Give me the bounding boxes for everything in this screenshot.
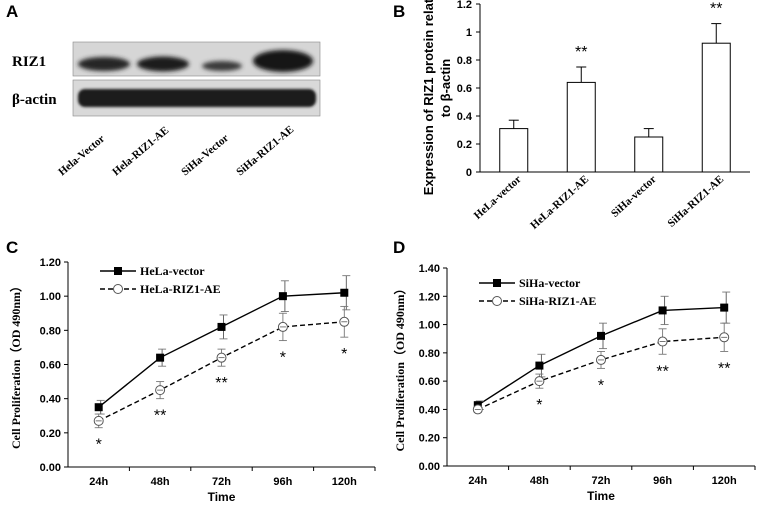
significance-mark: **: [215, 375, 227, 392]
data-point: [658, 306, 667, 315]
y-tick-label: 1.2: [457, 0, 472, 11]
y-axis-title-line: Expression of RIZ1 protein relative: [421, 0, 436, 195]
y-tick-label: 0.20: [40, 428, 61, 440]
legend-marker: [493, 279, 501, 287]
y-axis-title: Expression of RIZ1 protein relative to β-…: [421, 0, 453, 195]
y-tick-label: 0.60: [419, 376, 440, 388]
panel-label-d: D: [393, 238, 406, 257]
y-tick-label: 0: [466, 167, 472, 179]
significance-mark: **: [718, 360, 730, 377]
y-axis-title: Cell Proliferation（OD 490nm）: [8, 280, 23, 449]
y-tick-label: 0.6: [457, 83, 472, 95]
y-tick-label: 0.40: [40, 394, 61, 406]
riz1-band-lane-4: [253, 50, 313, 72]
y-axis-title-line: to β-actin: [438, 59, 453, 118]
legend-label: SiHa-vector: [519, 276, 581, 290]
y-tick-label: 0.00: [40, 462, 61, 474]
x-tick-label: SiHa-RIZ1-AE: [666, 173, 727, 229]
x-tick-label: 72h: [592, 475, 611, 487]
y-axis-title: Cell Proliferation（OD 490nm）: [392, 282, 407, 451]
line-chart-siha: 0.00 0.20 0.40 0.60 0.80 1.00 1.20 1.40 24h 48h 72…: [392, 263, 756, 503]
data-point: [597, 331, 605, 340]
significance-mark: **: [154, 408, 166, 425]
y-tick-label: 0.60: [40, 360, 61, 372]
legend-marker: [113, 284, 123, 294]
actin-band: [78, 89, 316, 107]
y-tick-label: 1.20: [40, 257, 61, 269]
series-line: [98, 321, 345, 422]
legend-label: HeLa-RIZ1-AE: [140, 282, 221, 296]
y-tick-label: 0.20: [419, 433, 440, 445]
riz1-band-lane-3: [202, 61, 242, 71]
y-tick-label: 1: [466, 27, 472, 39]
y-tick-label: 0.80: [40, 325, 61, 337]
line-chart-hela: 0.00 0.20 0.40 0.60 0.80 1.00 1.20 24h 48h 72h 96h…: [8, 257, 376, 504]
x-tick-label: 48h: [530, 475, 549, 487]
western-blot: RIZ1 β-actin Hela-Vector Hela-RIZ1-AE Si…: [12, 41, 321, 179]
y-tick-label: 0.00: [419, 461, 440, 473]
y-tick-label: 1.00: [419, 320, 440, 332]
x-tick-label: SiHa-vector: [609, 173, 659, 220]
blot-label-actin: β-actin: [12, 92, 57, 108]
x-tick-label: 96h: [273, 476, 292, 488]
y-tick-label: 1.00: [40, 291, 61, 303]
significance-mark: *: [536, 397, 542, 414]
bar: [566, 81, 596, 173]
y-tick-label: 0.40: [419, 404, 440, 416]
data-point: [217, 322, 226, 331]
x-tick-label: HeLa-RIZ1-AE: [528, 173, 591, 231]
panel-label-a: A: [6, 2, 19, 21]
significance-mark: **: [575, 44, 587, 61]
y-tick-label: 0.2: [457, 139, 472, 151]
legend-marker: [492, 296, 502, 306]
legend-marker: [114, 267, 122, 275]
x-tick-label: 24h: [468, 475, 487, 487]
series-line: [477, 336, 725, 411]
data-point: [720, 303, 729, 312]
x-axis-title: Time: [587, 489, 615, 503]
bar-chart: 0 0.2 0.4 0.6 0.8 1 1.2 Expression of RIZ1 prot…: [421, 0, 750, 232]
significance-mark: *: [598, 377, 604, 394]
significance-mark: **: [710, 1, 722, 18]
y-tick-label: 0.8: [457, 55, 472, 67]
data-point: [535, 361, 544, 370]
x-axis-title: Time: [208, 490, 236, 504]
bar: [499, 128, 529, 173]
x-tick-label: 96h: [653, 475, 672, 487]
data-point: [340, 288, 349, 297]
lane-label: SiHa-Vector: [179, 132, 231, 178]
lane-label: SiHa-RIZ1-AE: [234, 124, 296, 179]
significance-mark: *: [341, 346, 347, 363]
legend-label: SiHa-RIZ1-AE: [519, 294, 596, 308]
legend-label: HeLa-vector: [140, 264, 205, 278]
significance-mark: *: [96, 437, 102, 454]
y-tick-label: 0.4: [457, 111, 473, 123]
riz1-band-lane-1: [78, 57, 130, 71]
data-point: [94, 403, 103, 412]
blot-label-riz1: RIZ1: [12, 54, 46, 70]
x-tick-label: 120h: [712, 475, 737, 487]
significance-mark: *: [280, 350, 286, 367]
lane-label: Hela-RIZ1-AE: [110, 124, 171, 178]
data-point: [156, 353, 165, 362]
bar: [634, 136, 664, 173]
y-tick-label: 0.80: [419, 348, 440, 360]
riz1-band-lane-2: [137, 56, 189, 72]
panel-label-b: B: [393, 2, 406, 21]
x-tick-label: 72h: [212, 476, 231, 488]
y-tick-label: 1.40: [419, 263, 440, 275]
x-tick-label: 120h: [332, 476, 357, 488]
bar: [701, 42, 731, 173]
x-tick-label: HeLa-vector: [472, 173, 524, 222]
lane-label: Hela-Vector: [56, 133, 107, 179]
y-tick-label: 1.20: [419, 291, 440, 303]
panel-label-c: C: [6, 238, 19, 257]
data-point: [278, 292, 287, 301]
x-tick-label: 48h: [151, 476, 170, 488]
significance-mark: **: [656, 363, 668, 380]
x-tick-label: 24h: [89, 476, 108, 488]
